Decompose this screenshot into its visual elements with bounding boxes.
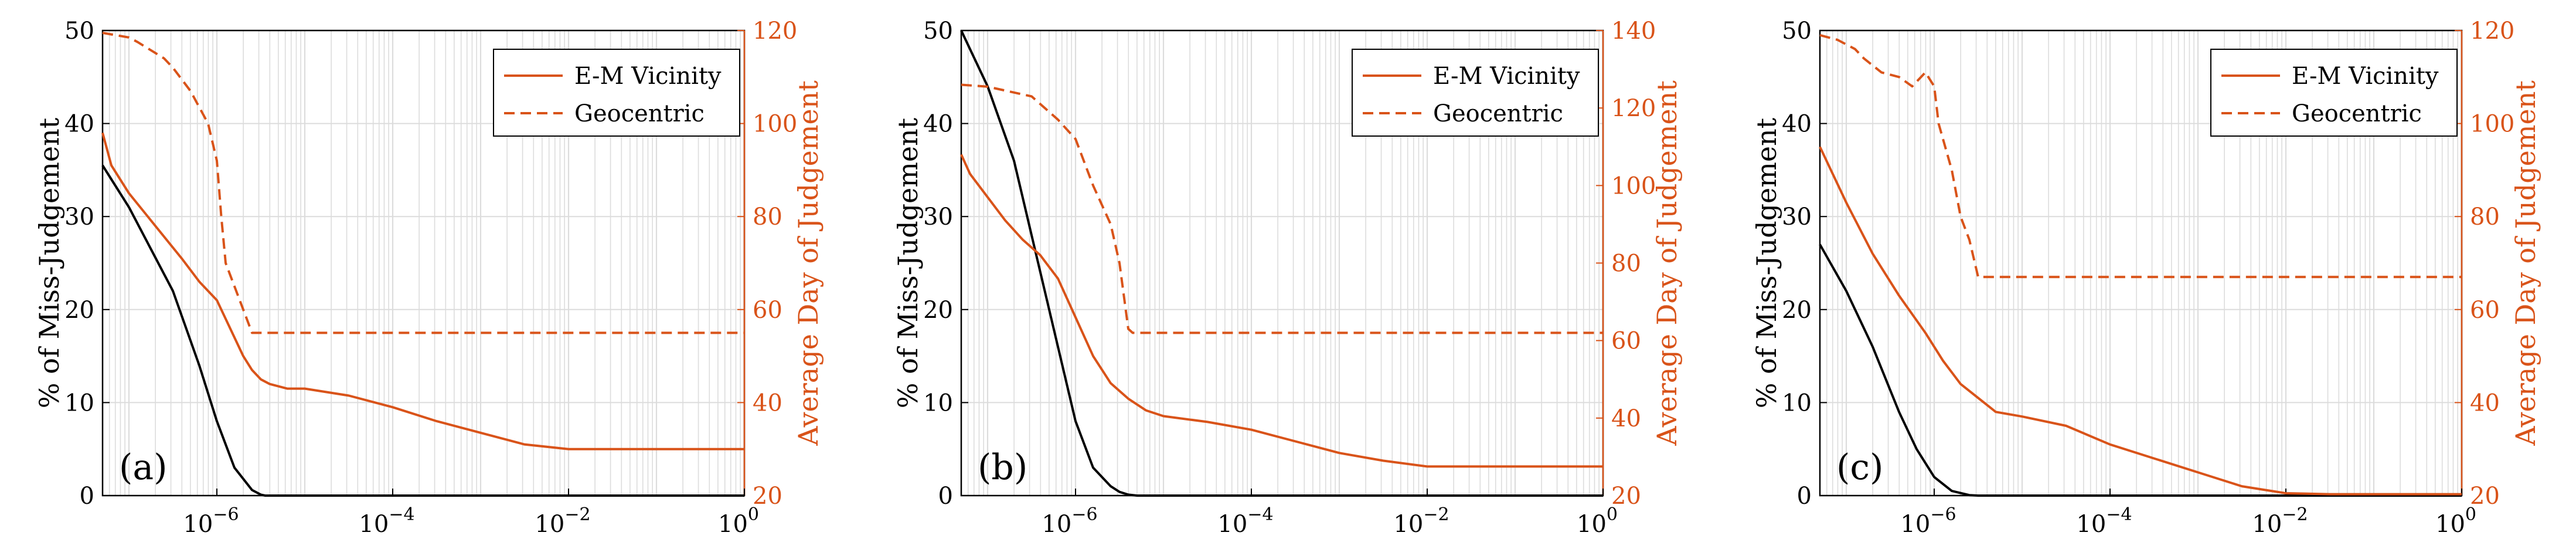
grid [1820, 30, 2462, 496]
y-right-tick-label: 80 [753, 204, 782, 230]
legend-label: Geocentric [1433, 100, 1563, 127]
y-left-tick-label: 50 [64, 18, 94, 45]
legend-box [1352, 49, 1599, 137]
y-right-axis-label: Average Day of Judgement [2510, 80, 2541, 446]
y-right-tick-label: 40 [2470, 389, 2500, 416]
x-tick-label: 10−2 [535, 504, 590, 538]
panel-3: 0 10 20 30 40 50 20 40 60 80 100 120 10−6 10−4 10−2 100… [1751, 18, 2541, 538]
x-tick-label: 10−6 [1042, 504, 1097, 538]
y-left-axis-label: % of Miss-Judgement [892, 117, 924, 408]
y-left-tick-label: 40 [923, 111, 953, 138]
x-tick-label: 10−2 [2252, 504, 2308, 538]
legend: E-M Vicinity Geocentric [2210, 49, 2458, 137]
x-tick-label: 10−4 [1217, 504, 1273, 538]
y-left-tick-label: 20 [1782, 297, 1812, 324]
y-right-tick-label: 120 [1611, 95, 1656, 122]
y-right-tick-label: 80 [2470, 204, 2500, 230]
series-geocentric [961, 83, 1603, 334]
x-tick-label: 10−6 [183, 504, 239, 538]
x-tick-label: 100 [1577, 504, 1618, 538]
y-left-tick-label: 20 [923, 297, 953, 324]
y-left-axis-label: % of Miss-Judgement [33, 117, 65, 408]
y-left-tick-label: 10 [64, 389, 94, 416]
y-left-tick-label: 0 [938, 483, 953, 510]
series--of-miss-judgement [101, 164, 744, 497]
series-e-m-vicinity [101, 132, 744, 450]
panel-1: 0 10 20 30 40 50 20 40 60 80 100 120 10−6 10−4 10−2 100… [33, 18, 824, 538]
y-left-tick-label: 30 [64, 204, 94, 230]
legend: E-M Vicinity Geocentric [493, 49, 740, 137]
x-tick-label: 10−2 [1393, 504, 1449, 538]
legend-box [493, 49, 740, 137]
series-geocentric [102, 32, 744, 334]
y-left-axis-label: % of Miss-Judgement [1751, 117, 1782, 408]
y-right-tick-label: 40 [753, 389, 782, 416]
legend-label: Geocentric [2292, 100, 2422, 127]
y-left-tick-label: 10 [923, 389, 953, 416]
panel-label: (a) [119, 447, 168, 488]
series--of-miss-judgement [1819, 243, 2462, 497]
y-right-tick-label: 40 [1611, 405, 1641, 432]
legend-label: Geocentric [574, 100, 705, 127]
y-left-tick-label: 40 [1782, 111, 1812, 138]
x-tick-label: 10−4 [359, 504, 414, 538]
y-right-tick-label: 140 [1611, 18, 1656, 45]
legend: E-M Vicinity Geocentric [1352, 49, 1599, 137]
y-left-tick-label: 10 [1782, 389, 1812, 416]
legend-label: E-M Vicinity [1433, 63, 1580, 90]
y-left-tick-label: 0 [80, 483, 94, 510]
y-left-tick-label: 50 [923, 18, 953, 45]
y-right-tick-label: 20 [753, 483, 782, 510]
y-right-tick-label: 60 [2470, 297, 2500, 324]
series--of-miss-judgement [960, 30, 1603, 497]
series-geocentric [1819, 33, 2462, 279]
panel-label: (b) [978, 447, 1027, 488]
series-e-m-vicinity [960, 154, 1603, 468]
legend-box [2210, 49, 2458, 137]
x-tick-label: 100 [718, 504, 759, 538]
y-left-tick-label: 20 [64, 297, 94, 324]
y-left-tick-label: 30 [923, 204, 953, 230]
y-right-axis-label: Average Day of Judgement [1651, 80, 1683, 446]
legend-label: E-M Vicinity [574, 63, 722, 90]
y-right-tick-label: 20 [1611, 483, 1641, 510]
y-right-tick-label: 20 [2470, 483, 2500, 510]
y-right-tick-label: 80 [1611, 250, 1641, 277]
x-tick-label: 10−6 [1900, 504, 1956, 538]
y-right-tick-label: 60 [1611, 328, 1641, 355]
series-e-m-vicinity [1819, 146, 2462, 496]
y-left-tick-label: 40 [64, 111, 94, 138]
panel-label: (c) [1836, 447, 1883, 488]
y-right-tick-label: 60 [753, 297, 782, 324]
y-left-tick-label: 30 [1782, 204, 1812, 230]
y-right-tick-label: 100 [2470, 111, 2514, 138]
panel-2: 0 10 20 30 40 50 20 40 60 80 100 120 140 10−6 10−4 10−2… [892, 18, 1683, 538]
y-right-axis-label: Average Day of Judgement [792, 80, 824, 446]
y-left-tick-label: 0 [1797, 483, 1812, 510]
x-tick-label: 10−4 [2076, 504, 2132, 538]
y-right-tick-label: 100 [1611, 172, 1656, 199]
y-right-tick-label: 100 [753, 111, 797, 138]
y-right-tick-label: 120 [2470, 18, 2514, 45]
y-right-tick-label: 120 [753, 18, 797, 45]
grid [961, 30, 1603, 496]
legend-label: E-M Vicinity [2292, 63, 2439, 90]
y-left-tick-label: 50 [1782, 18, 1812, 45]
x-tick-label: 100 [2435, 504, 2476, 538]
